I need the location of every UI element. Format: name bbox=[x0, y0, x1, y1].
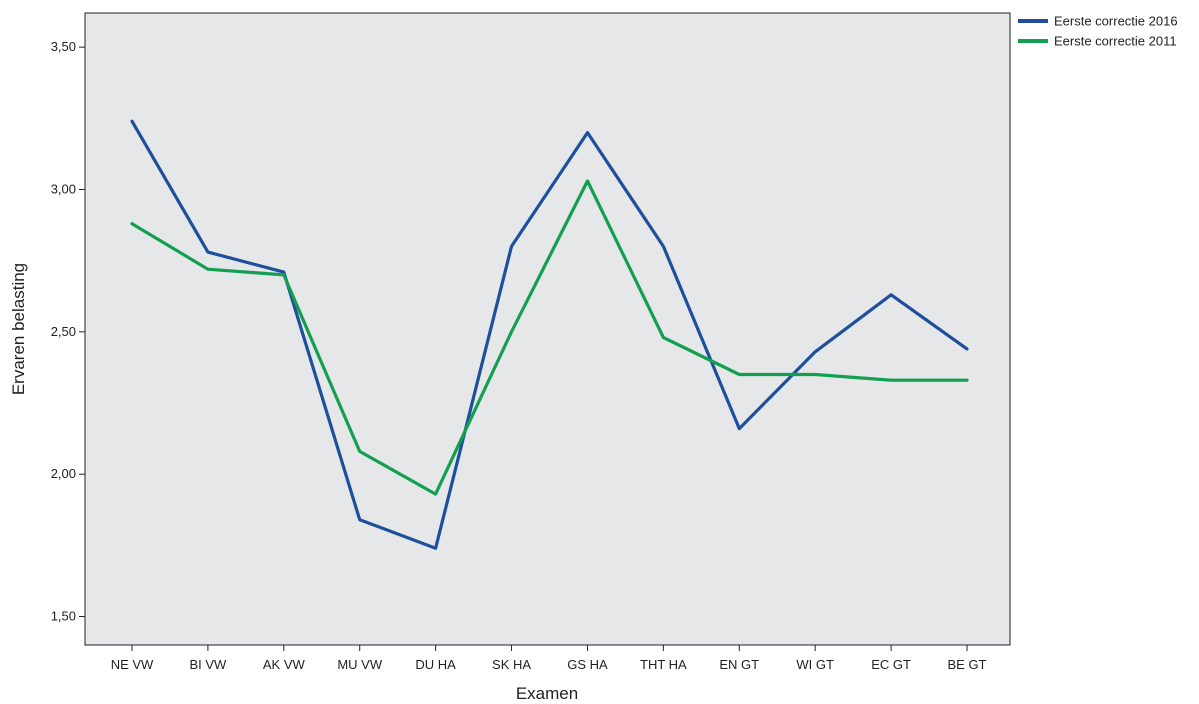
y-axis: 1,50 2,00 2,50 3,00 3,50 bbox=[51, 39, 85, 624]
legend-label-2: Eerste correctie 2011 bbox=[1054, 34, 1177, 49]
x-tick-label: DU HA bbox=[415, 657, 456, 672]
x-tick-label: NE VW bbox=[111, 657, 154, 672]
x-tick-label: EC GT bbox=[871, 657, 911, 672]
x-tick-label: BE GT bbox=[947, 657, 986, 672]
y-tick-label: 1,50 bbox=[51, 609, 76, 624]
series-lines bbox=[130, 119, 969, 550]
y-tick-label: 2,00 bbox=[51, 466, 76, 481]
x-axis: NE VW BI VW AK VW MU VW DU HA SK HA GS HA THT H… bbox=[111, 645, 987, 672]
x-tick-label: GS HA bbox=[567, 657, 608, 672]
legend: Eerste correctie 2016 Eerste correctie 20… bbox=[1018, 14, 1178, 49]
series-line-2 bbox=[130, 179, 969, 496]
x-tick-label: AK VW bbox=[263, 657, 306, 672]
x-axis-title: Examen bbox=[516, 684, 578, 703]
x-tick-label: BI VW bbox=[189, 657, 227, 672]
series-line-1 bbox=[130, 119, 969, 550]
y-tick-label: 3,50 bbox=[51, 39, 76, 54]
y-tick-label: 3,00 bbox=[51, 182, 76, 197]
x-tick-label: MU VW bbox=[337, 657, 383, 672]
y-axis-title: Ervaren belasting bbox=[9, 263, 28, 395]
x-tick-label: WI GT bbox=[796, 657, 834, 672]
x-tick-label: EN GT bbox=[719, 657, 759, 672]
legend-label-1: Eerste correctie 2016 bbox=[1054, 14, 1178, 29]
x-tick-label: SK HA bbox=[492, 657, 531, 672]
x-tick-label: THT HA bbox=[640, 657, 687, 672]
plot-area bbox=[84, 12, 1011, 646]
y-tick-label: 2,50 bbox=[51, 324, 76, 339]
